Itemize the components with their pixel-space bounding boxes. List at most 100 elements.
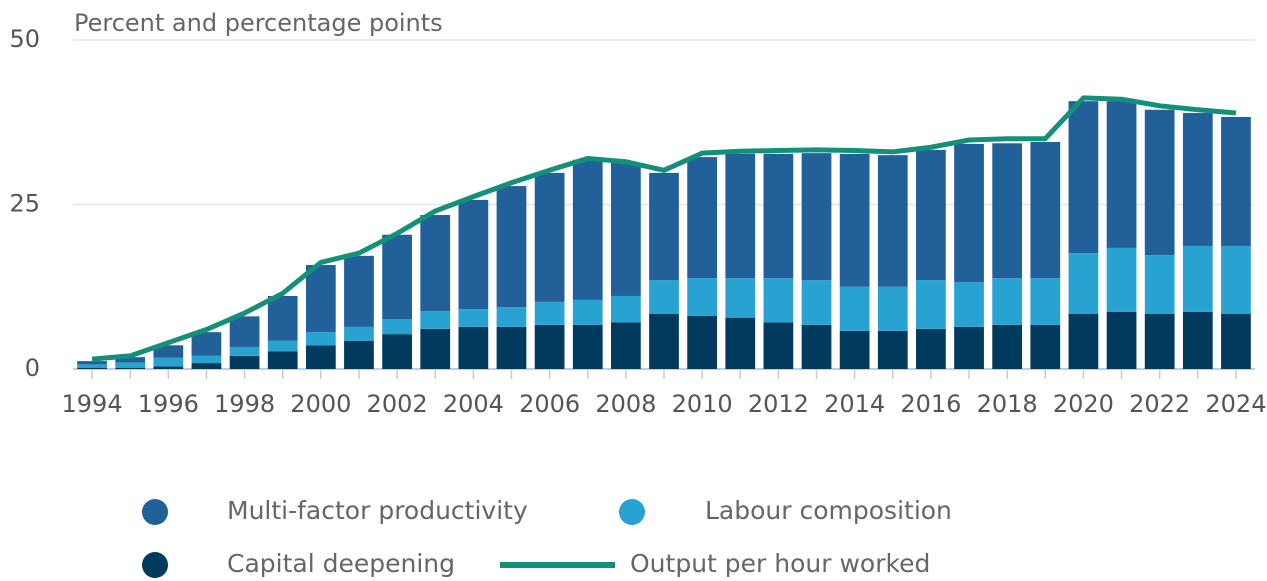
- bar-segment: [153, 366, 184, 369]
- bar-segment: [420, 215, 451, 312]
- bar-segment: [1106, 101, 1137, 248]
- bar-segment: [1106, 311, 1137, 369]
- bar-segment: [1030, 324, 1061, 369]
- legend-label: Labour composition: [705, 496, 952, 525]
- bar-segment: [572, 324, 603, 369]
- bar-segment: [1068, 101, 1099, 254]
- bar-segment: [191, 355, 222, 364]
- bar-segment: [611, 322, 641, 369]
- bar-segment: [77, 361, 107, 365]
- bar-segment: [839, 153, 870, 287]
- legend-swatch: [142, 499, 168, 525]
- bar-segment: [1144, 313, 1175, 369]
- x-tick-label: 2010: [672, 390, 733, 418]
- bar-segment: [458, 326, 489, 369]
- bar-segment: [763, 153, 794, 279]
- bar-segment: [877, 330, 908, 369]
- bar-segment: [458, 199, 489, 310]
- bar-segment: [77, 364, 107, 368]
- bar-segment: [534, 324, 565, 369]
- bar-segment: [305, 345, 336, 369]
- bar-segment: [382, 234, 412, 319]
- y-tick-label: 50: [9, 25, 40, 53]
- bar-segment: [305, 265, 336, 333]
- bar-segment: [1030, 278, 1061, 325]
- legend-label: Capital deepening: [227, 549, 455, 578]
- bar-segment: [725, 153, 756, 279]
- bar-segment: [649, 172, 679, 281]
- bar-segment: [191, 363, 222, 369]
- bar-segment: [267, 351, 298, 369]
- bar-segment: [534, 172, 565, 302]
- x-tick-label: 2020: [1053, 390, 1114, 418]
- bar-segment: [1068, 253, 1099, 314]
- bar-segment: [611, 163, 641, 296]
- bar-segment: [420, 311, 451, 329]
- bar-segment: [992, 143, 1023, 279]
- bar-segment: [115, 362, 146, 368]
- bar-segment: [267, 340, 298, 352]
- bar-segment: [496, 307, 527, 327]
- bar-segment: [954, 282, 984, 327]
- x-tick-label: 2006: [519, 390, 580, 418]
- bar-segment: [191, 332, 222, 356]
- bar-segment: [344, 326, 374, 341]
- line: [91, 95, 1237, 362]
- y-tick-label: 25: [9, 190, 40, 218]
- bar-segment: [382, 334, 412, 369]
- bar-segment: [1106, 247, 1137, 312]
- x-tick-label: 2014: [824, 390, 885, 418]
- bar-segment: [344, 255, 374, 327]
- bar-segment: [687, 278, 717, 316]
- bar-segment: [229, 316, 260, 348]
- bar-segment: [420, 328, 451, 369]
- bar-segment: [305, 332, 336, 346]
- x-tick-label: 1996: [138, 390, 199, 418]
- bar-segment: [916, 149, 946, 281]
- y-tick-label: 0: [25, 354, 40, 382]
- bar-segment: [382, 318, 412, 335]
- bar-segment: [954, 143, 984, 283]
- bar-segment: [1182, 245, 1213, 312]
- bar-segment: [839, 330, 870, 369]
- legend-swatch: [142, 552, 168, 578]
- bar-segment: [992, 324, 1023, 369]
- x-tick-label: 2012: [748, 390, 809, 418]
- bar-segment: [229, 355, 260, 369]
- x-tick-label: 2004: [443, 390, 504, 418]
- x-tick-label: 2002: [367, 390, 428, 418]
- bar-segment: [687, 315, 717, 369]
- bar-segment: [1030, 141, 1061, 279]
- bar-segment: [763, 278, 794, 323]
- bar-segment: [1182, 113, 1213, 246]
- bar-segment: [1182, 311, 1213, 369]
- bar-segment: [916, 328, 946, 369]
- bar-segment: [77, 367, 107, 369]
- x-tick-label: 2000: [290, 390, 351, 418]
- x-tick-label: 2024: [1205, 390, 1266, 418]
- x-tick-label: 2008: [595, 390, 656, 418]
- bar-segment: [916, 280, 946, 329]
- bar-segment: [153, 357, 184, 367]
- x-tick-label: 2016: [900, 390, 961, 418]
- bar-segment: [649, 280, 679, 314]
- x-tick-label: 2022: [1129, 390, 1190, 418]
- bar-segment: [1221, 245, 1251, 314]
- bar-segment: [1144, 255, 1175, 314]
- bar-segment: [801, 153, 832, 281]
- bar-segment: [496, 326, 527, 369]
- bar-segment: [763, 322, 794, 369]
- bar-segment: [801, 324, 832, 369]
- bar-segment: [954, 326, 984, 369]
- x-tick-label: 1994: [62, 390, 123, 418]
- bar-segment: [1068, 313, 1099, 369]
- bar-segment: [115, 357, 146, 363]
- bar-segment: [877, 286, 908, 331]
- bar-segment: [344, 340, 374, 369]
- x-tick-label: 1998: [214, 390, 275, 418]
- bar-segment: [572, 159, 603, 300]
- bar-segment: [801, 280, 832, 325]
- bar-segment: [229, 347, 260, 356]
- bar-segment: [992, 278, 1023, 325]
